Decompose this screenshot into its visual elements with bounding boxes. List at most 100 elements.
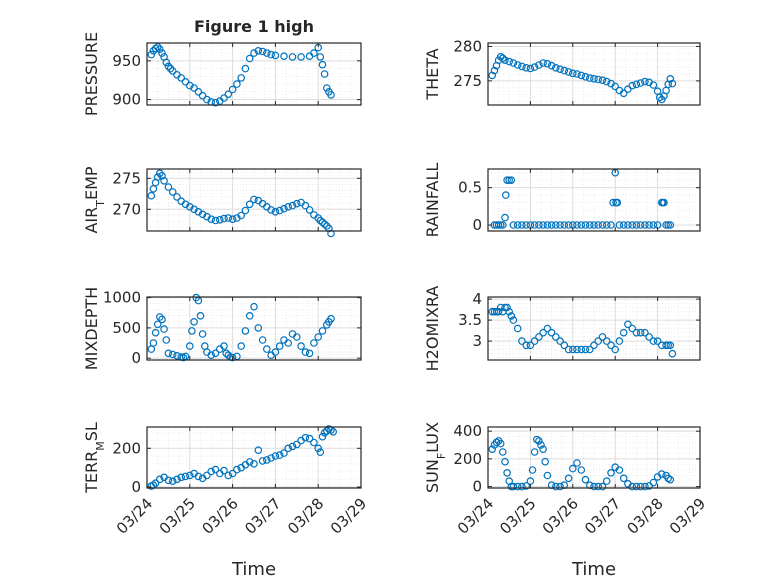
data-point (258, 336, 267, 344)
data-point (498, 54, 507, 63)
data-point (288, 53, 297, 61)
data-point (220, 466, 228, 475)
data-point (641, 482, 649, 491)
data-point (547, 61, 556, 70)
data-point (551, 482, 560, 491)
data-point (653, 337, 662, 345)
data-point (598, 76, 607, 85)
data-point (513, 324, 522, 333)
data-point (598, 482, 607, 491)
data-point (292, 333, 301, 341)
data-point (496, 221, 505, 229)
data-point (151, 479, 160, 488)
data-point (267, 50, 275, 59)
data-point (220, 342, 228, 350)
data-point (284, 203, 293, 211)
data-point (288, 442, 297, 451)
data-point (509, 221, 518, 229)
data-point (530, 337, 539, 345)
data-point (228, 353, 237, 362)
data-point (241, 206, 250, 215)
data-point (613, 198, 622, 207)
data-point (280, 52, 288, 61)
data-point (528, 466, 537, 474)
data-point (168, 67, 177, 75)
data-point (585, 221, 594, 229)
y-tick-label: 200 (453, 450, 482, 468)
data-point (147, 191, 156, 200)
data-point (329, 427, 338, 436)
y-axis-label: SUNFLUX (423, 422, 448, 493)
data-point (594, 482, 603, 491)
y-tick-label: 400 (453, 422, 482, 440)
data-point (250, 302, 258, 311)
data-point (162, 336, 171, 344)
data-point (297, 342, 305, 350)
data-point (314, 444, 323, 453)
data-point (164, 62, 173, 71)
data-point (666, 221, 675, 229)
data-point (237, 74, 246, 82)
data-point (645, 333, 653, 341)
data-point (624, 320, 632, 329)
data-point (297, 53, 305, 61)
data-point (498, 448, 507, 456)
data-point (301, 201, 310, 210)
chart-panel-h2omixra: 3 3.5 4 H2OMIXRA (423, 286, 701, 371)
data-point (318, 60, 327, 69)
data-point (590, 482, 598, 491)
data-point (585, 345, 594, 354)
data-point (664, 341, 673, 350)
data-point (168, 350, 177, 359)
data-point (245, 458, 254, 466)
data-point (153, 320, 162, 329)
x-tick-label: 03/26 (198, 494, 241, 537)
data-point (503, 176, 511, 185)
data-point (188, 327, 196, 335)
data-point (147, 50, 156, 59)
data-point (628, 482, 637, 491)
data-point (666, 341, 675, 350)
data-point (222, 349, 231, 358)
data-point (241, 327, 250, 335)
data-point (164, 349, 173, 358)
data-point (649, 478, 658, 487)
data-point (641, 221, 649, 229)
data-point (190, 84, 198, 92)
data-point (543, 324, 552, 333)
data-point (245, 311, 254, 320)
data-point (602, 77, 611, 86)
data-point (198, 91, 207, 100)
y-tick-label: 950 (112, 52, 141, 70)
data-point (607, 341, 615, 350)
data-point (224, 351, 233, 360)
data-point (254, 324, 263, 332)
data-point (327, 229, 335, 238)
data-point (526, 341, 535, 350)
data-point (649, 221, 658, 229)
y-tick-label: 280 (453, 37, 482, 55)
data-point (250, 459, 258, 468)
data-point (250, 195, 258, 204)
data-point (590, 75, 598, 83)
data-point (560, 341, 569, 350)
data-point (594, 337, 603, 345)
data-point (211, 216, 220, 225)
data-point (490, 307, 499, 316)
data-point (211, 465, 220, 474)
axes-box (487, 168, 701, 232)
data-point (262, 345, 271, 353)
data-point (535, 437, 543, 445)
data-point (327, 314, 335, 323)
y-tick-label: 500 (112, 319, 141, 337)
data-point (280, 449, 288, 457)
data-point (609, 198, 617, 207)
y-axis-label: PRESSURE (82, 32, 101, 116)
data-point (258, 457, 267, 465)
data-point (203, 471, 211, 480)
data-point (280, 204, 288, 213)
data-point (573, 70, 581, 78)
data-point (168, 477, 177, 486)
